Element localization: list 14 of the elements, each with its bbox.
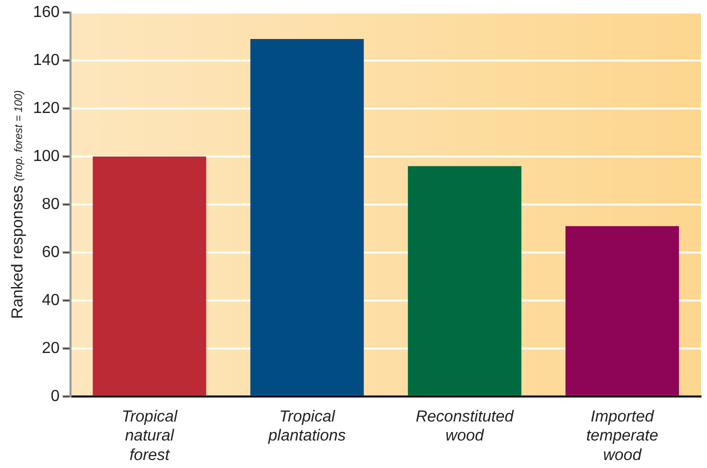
y-tick-label: 0 — [50, 388, 60, 405]
x-tick-label: Imported temperate wood — [586, 408, 658, 464]
x-tick-label: Reconstituted wood — [416, 408, 515, 445]
x-tick-label: Tropical plantations — [267, 408, 346, 445]
y-axis-title: Ranked responses (trop. forest = 100) — [9, 90, 26, 319]
y-tick-label: 140 — [32, 52, 60, 69]
y-tick-label: 100 — [32, 148, 60, 165]
y-tick-label: 160 — [32, 4, 60, 22]
y-tick-label: 40 — [42, 292, 60, 309]
y-tick-label: 20 — [42, 340, 60, 357]
x-tick-label: Tropical natural forest — [122, 408, 178, 464]
y-tick-label: 120 — [32, 100, 60, 117]
y-tick-label: 80 — [42, 196, 60, 213]
y-tick-label: 60 — [42, 244, 60, 261]
